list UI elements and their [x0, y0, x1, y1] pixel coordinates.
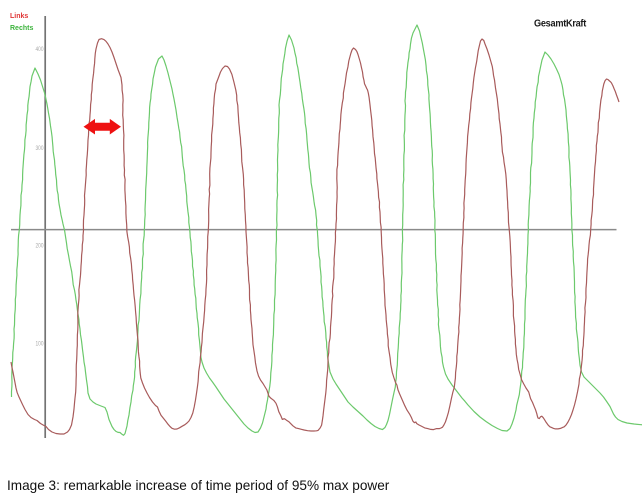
svg-text:200: 200 [36, 243, 44, 250]
svg-text:100: 100 [36, 341, 44, 348]
svg-text:Links: Links [10, 13, 28, 20]
svg-text:GesamtKraft: GesamtKraft [534, 18, 587, 29]
svg-text:Image 3: remarkable increase o: Image 3: remarkable increase of time per… [7, 478, 390, 493]
svg-text:400: 400 [36, 46, 44, 53]
svg-text:Rechts: Rechts [10, 25, 33, 32]
svg-text:300: 300 [36, 145, 44, 152]
